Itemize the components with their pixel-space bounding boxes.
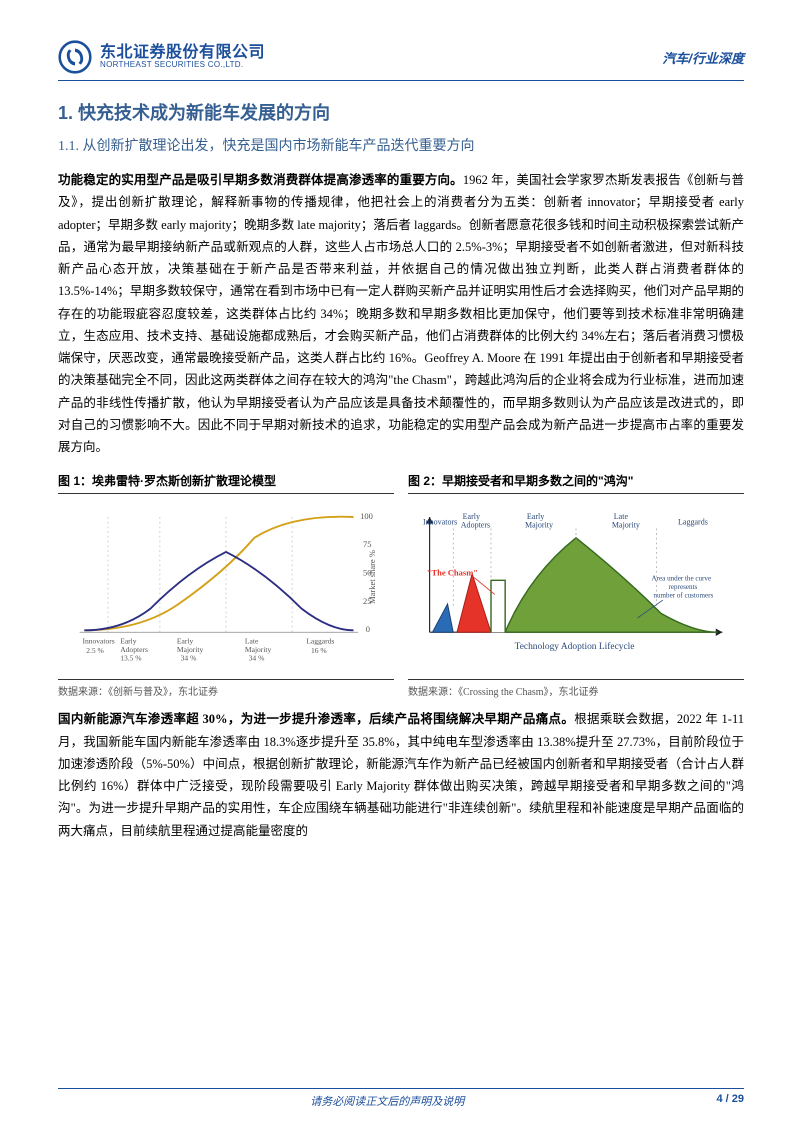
svg-text:16 %: 16 % bbox=[311, 646, 327, 655]
heading-2: 1.1. 从创新扩散理论出发，快充是国内市场新能车产品迭代重要方向 bbox=[58, 135, 744, 155]
svg-text:Innovators: Innovators bbox=[82, 637, 114, 646]
svg-text:number of customers: number of customers bbox=[653, 592, 713, 600]
footer-disclaimer: 请务必阅读正文后的声明及说明 bbox=[58, 1093, 716, 1109]
svg-text:"The Chasm": "The Chasm" bbox=[427, 568, 478, 578]
company-logo-icon bbox=[58, 40, 92, 74]
svg-text:34 %: 34 % bbox=[181, 654, 197, 663]
paragraph-1: 功能稳定的实用型产品是吸引早期多数消费群体提高渗透率的重要方向。1962 年，美… bbox=[58, 169, 744, 458]
svg-text:34 %: 34 % bbox=[249, 654, 265, 663]
figure-1-chart: 100 75 50 25 0 Market share % Innovators bbox=[58, 500, 394, 670]
svg-text:Laggards: Laggards bbox=[678, 518, 708, 527]
logo-block: 东北证券股份有限公司 NORTHEAST SECURITIES CO.,LTD. bbox=[58, 40, 265, 74]
page-header: 东北证券股份有限公司 NORTHEAST SECURITIES CO.,LTD.… bbox=[58, 40, 744, 81]
svg-text:Technology Adoption Lifecycle: Technology Adoption Lifecycle bbox=[515, 641, 635, 652]
figure-1-source: 数据来源：《创新与普及》，东北证券 bbox=[58, 679, 394, 698]
heading-1: 1. 快充技术成为新能车发展的方向 bbox=[58, 99, 744, 125]
svg-text:0: 0 bbox=[366, 624, 370, 634]
svg-text:75: 75 bbox=[363, 539, 372, 549]
svg-text:13.5 %: 13.5 % bbox=[120, 654, 142, 663]
figure-2-source: 数据来源：《Crossing the Chasm》，东北证券 bbox=[408, 679, 744, 698]
figure-1-title: 图 1：埃弗雷特·罗杰斯创新扩散理论模型 bbox=[58, 472, 394, 494]
figure-2: 图 2：早期接受者和早期多数之间的"鸿沟" bbox=[408, 472, 744, 698]
para2-rest: 根据乘联会数据，2022 年 1-11 月，我国新能车国内新能车渗透率由 18.… bbox=[58, 712, 744, 837]
figures-row: 图 1：埃弗雷特·罗杰斯创新扩散理论模型 100 75 50 25 0 Mark… bbox=[58, 472, 744, 698]
para2-bold: 国内新能源汽车渗透率超 30%，为进一步提升渗透率，后续产品将围绕解决早期产品痛… bbox=[58, 712, 574, 726]
page-footer: 请务必阅读正文后的声明及说明 4 / 29 bbox=[58, 1088, 744, 1109]
paragraph-2: 国内新能源汽车渗透率超 30%，为进一步提升渗透率，后续产品将围绕解决早期产品痛… bbox=[58, 708, 744, 842]
svg-text:Area under the curve: Area under the curve bbox=[652, 575, 712, 583]
figure-2-chart: Innovators Early Adopters Early Majority… bbox=[408, 500, 744, 670]
header-category: 汽车/行业深度 bbox=[662, 48, 744, 67]
para1-bold: 功能稳定的实用型产品是吸引早期多数消费群体提高渗透率的重要方向。 bbox=[58, 173, 463, 187]
svg-text:100: 100 bbox=[360, 511, 373, 521]
company-name-cn: 东北证券股份有限公司 bbox=[100, 44, 265, 62]
svg-text:Majority: Majority bbox=[612, 521, 640, 530]
figure-1: 图 1：埃弗雷特·罗杰斯创新扩散理论模型 100 75 50 25 0 Mark… bbox=[58, 472, 394, 698]
svg-text:2.5 %: 2.5 % bbox=[86, 646, 104, 655]
svg-text:represents: represents bbox=[669, 583, 698, 591]
figure-2-title: 图 2：早期接受者和早期多数之间的"鸿沟" bbox=[408, 472, 744, 494]
footer-page-number: 4 / 29 bbox=[716, 1093, 744, 1109]
svg-text:Majority: Majority bbox=[525, 521, 553, 530]
svg-text:Innovators: Innovators bbox=[423, 518, 457, 527]
svg-text:Market share %: Market share % bbox=[367, 550, 377, 604]
para1-rest: 1962 年，美国社会学家罗杰斯发表报告《创新与普及》，提出创新扩散理论，解释新… bbox=[58, 173, 744, 454]
svg-text:Adopters: Adopters bbox=[461, 521, 490, 530]
company-name-en: NORTHEAST SECURITIES CO.,LTD. bbox=[100, 61, 265, 70]
svg-text:Laggards: Laggards bbox=[306, 637, 334, 646]
